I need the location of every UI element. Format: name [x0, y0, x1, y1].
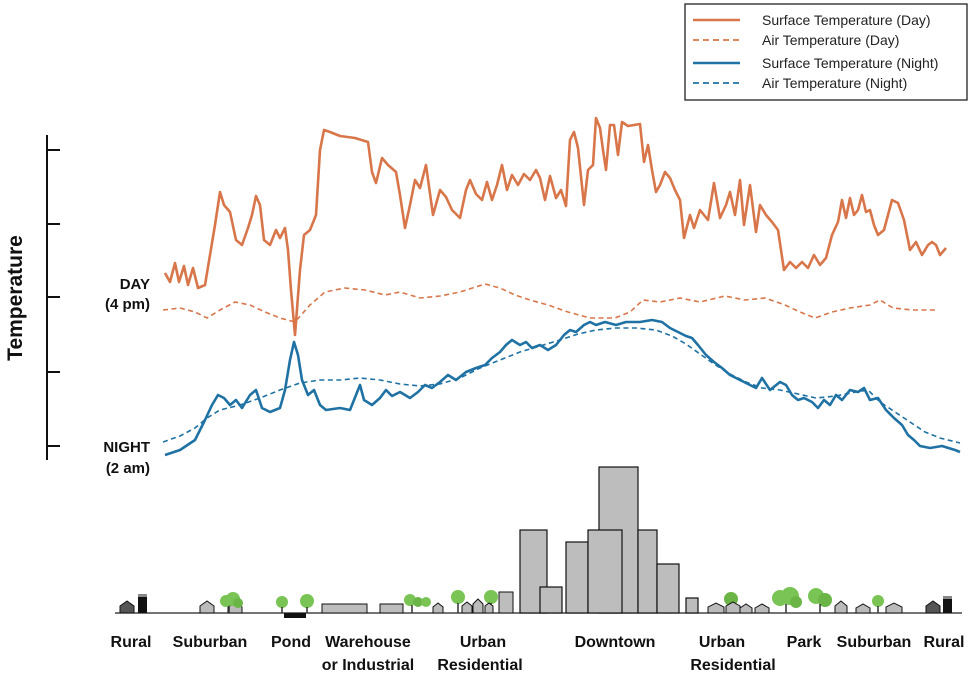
zone-labels: Rural Suburban Pond Warehouse or Industr…: [111, 634, 965, 674]
temperature-curves: [162, 116, 961, 457]
day-time-label: (4 pm): [105, 296, 150, 313]
zone-label-downtown: Downtown: [575, 634, 656, 651]
urban-residential-left-blocks: [404, 590, 514, 614]
axis-title: Temperature: [4, 235, 27, 361]
legend-label-air-day: Air Temperature (Day): [762, 32, 899, 48]
zone-label-warehouse-2: or Industrial: [322, 657, 414, 674]
legend: Surface Temperature (Day) Air Temperatur…: [684, 3, 968, 101]
rural-farm-right: [925, 596, 952, 614]
suburban-houses-right: [834, 595, 903, 614]
zone-label-rural-left: Rural: [111, 634, 152, 651]
zone-label-urban-left-1: Urban: [460, 634, 506, 651]
legend-label-surface-day: Surface Temperature (Day): [762, 12, 931, 28]
zone-label-rural-right: Rural: [924, 634, 965, 651]
air-temperature-day-line: [162, 283, 938, 323]
zone-label-suburban-right: Suburban: [837, 634, 912, 651]
zone-label-urban-left-2: Residential: [437, 657, 522, 674]
zone-label-pond: Pond: [271, 634, 311, 651]
zone-label-urban-right-2: Residential: [690, 657, 775, 674]
landscape-profile: [115, 466, 962, 618]
park-trees: [772, 587, 832, 613]
zone-label-suburban-left: Suburban: [173, 634, 248, 651]
warehouses: [321, 603, 404, 614]
legend-label-air-night: Air Temperature (Night): [762, 75, 907, 91]
night-label: NIGHT: [103, 439, 150, 456]
zone-label-park: Park: [787, 634, 822, 651]
zone-label-urban-right-1: Urban: [699, 634, 745, 651]
urban-residential-right-houses: [707, 592, 770, 614]
suburban-houses-left: [199, 592, 243, 614]
surface-temperature-night-line: [164, 318, 961, 457]
air-temperature-night-line: [162, 327, 961, 444]
pond: [276, 594, 314, 618]
legend-label-surface-night: Surface Temperature (Night): [762, 55, 938, 71]
downtown-buildings: [519, 466, 699, 614]
y-axis: Temperature DAY (4 pm) NIGHT (2 am): [4, 135, 150, 477]
day-label: DAY: [120, 276, 150, 293]
zone-label-warehouse-1: Warehouse: [325, 634, 411, 651]
rural-farm-left: [119, 594, 147, 614]
night-time-label: (2 am): [106, 460, 150, 477]
surface-temperature-day-line: [163, 116, 947, 337]
